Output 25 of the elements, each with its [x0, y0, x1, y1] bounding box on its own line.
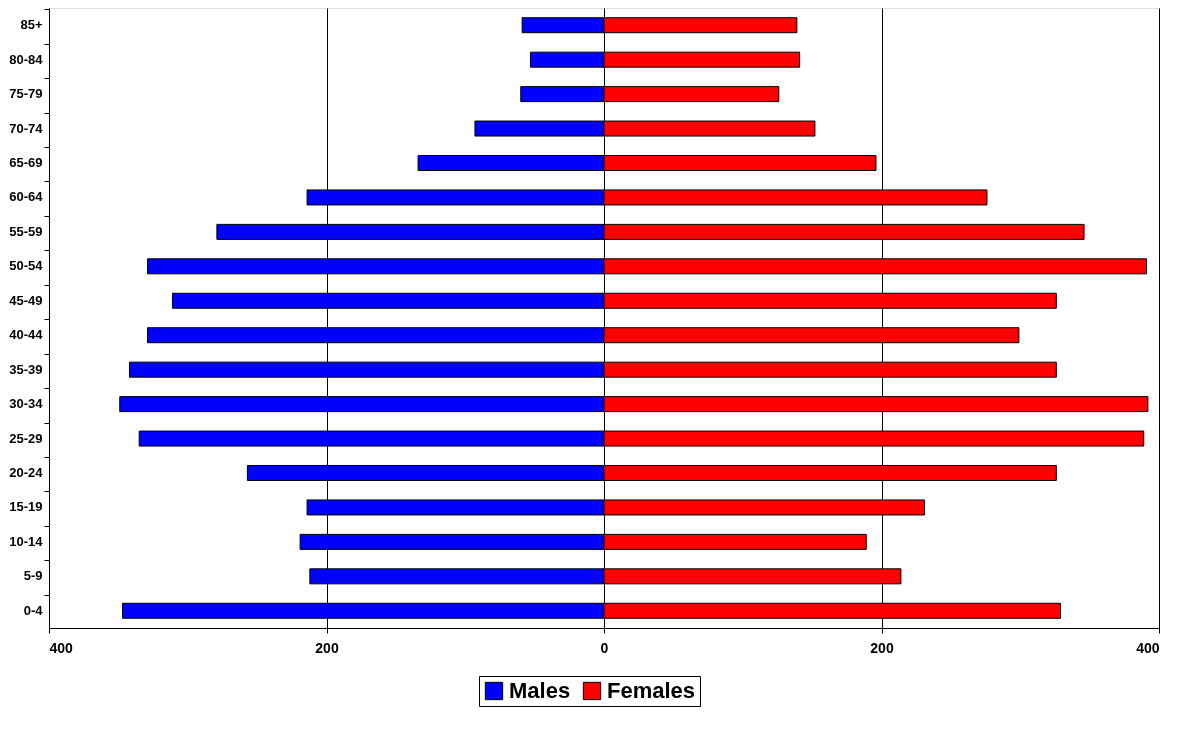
- x-tick-label: 200: [870, 639, 894, 656]
- y-tick-label: 20-24: [9, 465, 44, 480]
- y-tick-label: 85+: [20, 17, 43, 33]
- y-tick-label: 60-64: [9, 189, 44, 205]
- x-tick-label: 200: [315, 639, 339, 656]
- y-tick-label: 15-19: [9, 499, 43, 515]
- y-tick-label: 0-4: [23, 602, 44, 618]
- y-tick-label: 35-39: [9, 361, 43, 377]
- x-tick-label: 0: [600, 639, 609, 656]
- x-tick-label: 400: [49, 639, 74, 656]
- y-tick-label: 30-34: [9, 396, 44, 412]
- x-tick-label: 400: [1136, 639, 1160, 656]
- legend-label: Males: [509, 678, 571, 703]
- y-tick-label: 80-84: [9, 51, 44, 67]
- y-tick-label: 45-49: [9, 292, 43, 308]
- y-tick-label: 50-54: [9, 258, 44, 274]
- y-tick-label: 5-9: [23, 568, 43, 584]
- y-tick-label: 55-59: [9, 223, 43, 239]
- y-tick-label: 75-79: [9, 86, 43, 102]
- legend-label: Females: [607, 678, 696, 703]
- y-tick-label: 25-29: [9, 430, 43, 446]
- y-tick-label: 65-69: [9, 155, 43, 170]
- y-tick-label: 10-14: [9, 533, 44, 549]
- y-tick-label: 40-44: [9, 327, 44, 343]
- y-tick-label: 70-74: [9, 120, 44, 136]
